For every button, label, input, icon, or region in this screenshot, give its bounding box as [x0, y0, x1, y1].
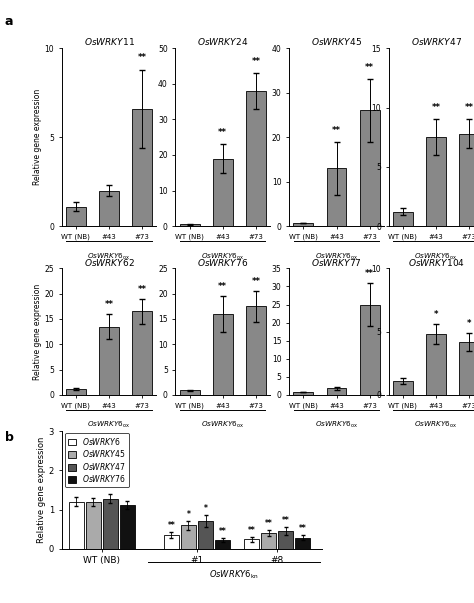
Text: **: ** — [219, 527, 227, 536]
Bar — [293, 223, 313, 226]
Bar — [293, 392, 313, 395]
Bar — [459, 342, 474, 395]
Text: **: ** — [432, 103, 440, 112]
Text: **: ** — [219, 282, 227, 291]
Text: **: ** — [251, 57, 260, 66]
Bar — [66, 390, 86, 395]
Title: $\it{OsWRKY77}$: $\it{OsWRKY77}$ — [311, 256, 362, 268]
Text: **: ** — [137, 54, 146, 63]
Text: **: ** — [219, 128, 227, 137]
Text: **: ** — [299, 524, 307, 533]
Text: **: ** — [465, 103, 474, 112]
Bar — [86, 502, 100, 549]
Bar — [132, 109, 152, 226]
Bar — [327, 168, 346, 226]
Text: **: ** — [248, 526, 255, 535]
Bar — [181, 525, 196, 549]
Bar — [198, 521, 213, 549]
Text: $\it{OsWRKY6}_{\mathregular{kn}}$: $\it{OsWRKY6}_{\mathregular{kn}}$ — [209, 568, 258, 581]
Text: *: * — [203, 505, 208, 513]
Bar — [99, 191, 119, 226]
Bar — [261, 533, 276, 549]
Y-axis label: Relative gene expression: Relative gene expression — [37, 437, 46, 543]
Text: *: * — [187, 510, 191, 519]
Bar — [180, 390, 200, 395]
Text: $\it{OsWRKY6}_{\mathregular{ox}}$: $\it{OsWRKY6}_{\mathregular{ox}}$ — [201, 251, 245, 262]
Bar — [164, 535, 179, 549]
Title: $\it{OsWRKY76}$: $\it{OsWRKY76}$ — [197, 256, 248, 268]
Text: b: b — [5, 431, 14, 444]
Bar — [215, 540, 230, 549]
Bar — [278, 531, 293, 549]
Text: $\it{OsWRKY6}_{\mathregular{ox}}$: $\it{OsWRKY6}_{\mathregular{ox}}$ — [414, 251, 458, 262]
Bar — [426, 137, 446, 226]
Bar — [393, 212, 413, 226]
Bar — [244, 539, 259, 549]
Text: $\it{OsWRKY6}_{\mathregular{ox}}$: $\it{OsWRKY6}_{\mathregular{ox}}$ — [87, 251, 131, 262]
Bar — [69, 502, 83, 549]
Title: $\it{OsWRKY45}$: $\it{OsWRKY45}$ — [311, 36, 362, 48]
Bar — [66, 207, 86, 226]
Title: $\it{OsWRKY62}$: $\it{OsWRKY62}$ — [83, 256, 135, 268]
Bar — [360, 110, 380, 226]
Bar — [360, 305, 380, 395]
Text: **: ** — [365, 269, 374, 278]
Text: *: * — [467, 319, 472, 328]
Bar — [99, 327, 119, 395]
Bar — [246, 306, 266, 395]
Title: $\it{OsWRKY11}$: $\it{OsWRKY11}$ — [83, 36, 135, 48]
Title: $\it{OsWRKY24}$: $\it{OsWRKY24}$ — [197, 36, 248, 48]
Y-axis label: Relative gene expression: Relative gene expression — [33, 89, 42, 185]
Bar — [426, 334, 446, 395]
Bar — [459, 134, 474, 226]
Title: $\it{OsWRKY104}$: $\it{OsWRKY104}$ — [408, 256, 465, 268]
Text: **: ** — [105, 300, 113, 309]
Title: $\it{OsWRKY47}$: $\it{OsWRKY47}$ — [410, 36, 462, 48]
Text: **: ** — [137, 285, 146, 294]
Text: **: ** — [332, 125, 341, 134]
Bar — [327, 388, 346, 395]
Bar — [132, 311, 152, 395]
Text: *: * — [434, 310, 438, 319]
Bar — [213, 314, 233, 395]
Bar — [103, 499, 118, 549]
Text: $\it{OsWRKY6}_{\mathregular{ox}}$: $\it{OsWRKY6}_{\mathregular{ox}}$ — [315, 420, 358, 431]
Bar — [246, 91, 266, 226]
Text: $\it{OsWRKY6}_{\mathregular{ox}}$: $\it{OsWRKY6}_{\mathregular{ox}}$ — [201, 420, 245, 431]
Text: $\it{OsWRKY6}_{\mathregular{ox}}$: $\it{OsWRKY6}_{\mathregular{ox}}$ — [315, 251, 358, 262]
Text: **: ** — [365, 63, 374, 72]
Text: **: ** — [265, 519, 273, 528]
Text: **: ** — [282, 516, 290, 525]
Bar — [120, 505, 135, 549]
Text: **: ** — [167, 522, 175, 530]
Y-axis label: Relative gene expression: Relative gene expression — [33, 283, 42, 380]
Text: $\it{OsWRKY6}_{\mathregular{ox}}$: $\it{OsWRKY6}_{\mathregular{ox}}$ — [414, 420, 458, 431]
Text: **: ** — [251, 277, 260, 286]
Text: a: a — [5, 15, 13, 28]
Text: $\it{OsWRKY6}_{\mathregular{ox}}$: $\it{OsWRKY6}_{\mathregular{ox}}$ — [87, 420, 131, 431]
Bar — [295, 538, 310, 549]
Bar — [213, 159, 233, 226]
Bar — [393, 381, 413, 395]
Legend: $\it{OsWRKY6}$, $\it{OsWRKY45}$, $\it{OsWRKY47}$, $\it{OsWRKY76}$: $\it{OsWRKY6}$, $\it{OsWRKY45}$, $\it{Os… — [65, 432, 129, 487]
Bar — [180, 224, 200, 226]
